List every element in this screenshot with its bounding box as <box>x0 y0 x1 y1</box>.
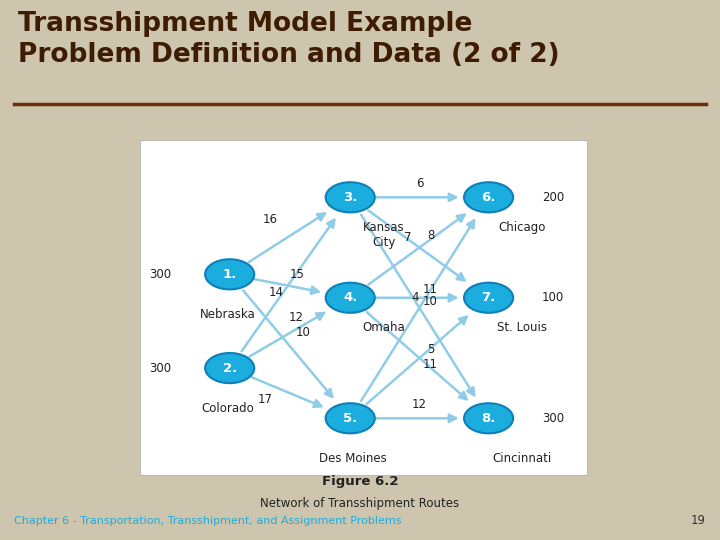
Text: 11: 11 <box>423 283 438 296</box>
FancyBboxPatch shape <box>140 140 587 475</box>
Text: 6.: 6. <box>482 191 496 204</box>
Text: 300: 300 <box>150 362 171 375</box>
Text: Cincinnati: Cincinnati <box>492 452 552 465</box>
Ellipse shape <box>464 183 513 212</box>
Text: 2.: 2. <box>222 362 237 375</box>
Text: 8: 8 <box>427 230 434 242</box>
Text: 5: 5 <box>427 343 434 356</box>
Text: Omaha: Omaha <box>362 321 405 334</box>
Text: Figure 6.2: Figure 6.2 <box>322 475 398 488</box>
Text: Kansas
City: Kansas City <box>363 221 405 249</box>
Text: Chapter 6 - Transportation, Transshipment, and Assignment Problems: Chapter 6 - Transportation, Transshipmen… <box>14 516 402 526</box>
Text: 8.: 8. <box>482 412 496 425</box>
Text: 12: 12 <box>412 399 427 411</box>
Text: 15: 15 <box>289 268 304 281</box>
Ellipse shape <box>325 403 374 433</box>
Text: 100: 100 <box>542 291 564 304</box>
Ellipse shape <box>325 283 374 313</box>
Text: Des Moines: Des Moines <box>318 452 387 465</box>
Text: 7.: 7. <box>482 291 495 304</box>
Text: St. Louis: St. Louis <box>497 321 547 334</box>
Text: 1.: 1. <box>222 268 237 281</box>
Text: 19: 19 <box>690 514 706 527</box>
Ellipse shape <box>325 183 374 212</box>
Ellipse shape <box>464 403 513 433</box>
Ellipse shape <box>205 353 254 383</box>
Text: 17: 17 <box>258 393 273 407</box>
Ellipse shape <box>464 283 513 313</box>
Text: 300: 300 <box>542 412 564 425</box>
Text: 10: 10 <box>423 295 438 308</box>
Text: Nebraska: Nebraska <box>199 308 256 321</box>
Text: Colorado: Colorado <box>201 402 254 415</box>
Text: 300: 300 <box>150 268 171 281</box>
Text: 3.: 3. <box>343 191 357 204</box>
Text: 11: 11 <box>423 358 438 371</box>
Text: 7: 7 <box>405 231 412 244</box>
Text: 12: 12 <box>289 312 304 325</box>
Ellipse shape <box>205 259 254 289</box>
Text: 4.: 4. <box>343 291 357 304</box>
Text: 14: 14 <box>269 286 284 299</box>
Text: Chicago: Chicago <box>498 221 546 234</box>
Text: 200: 200 <box>542 191 564 204</box>
Text: 6: 6 <box>415 178 423 191</box>
Text: 5.: 5. <box>343 412 357 425</box>
Text: Network of Transshipment Routes: Network of Transshipment Routes <box>261 497 459 510</box>
Text: 4: 4 <box>411 291 419 304</box>
Text: 16: 16 <box>262 213 277 226</box>
Text: 10: 10 <box>296 326 311 340</box>
Text: Transshipment Model Example
Problem Definition and Data (2 of 2): Transshipment Model Example Problem Defi… <box>18 11 559 68</box>
